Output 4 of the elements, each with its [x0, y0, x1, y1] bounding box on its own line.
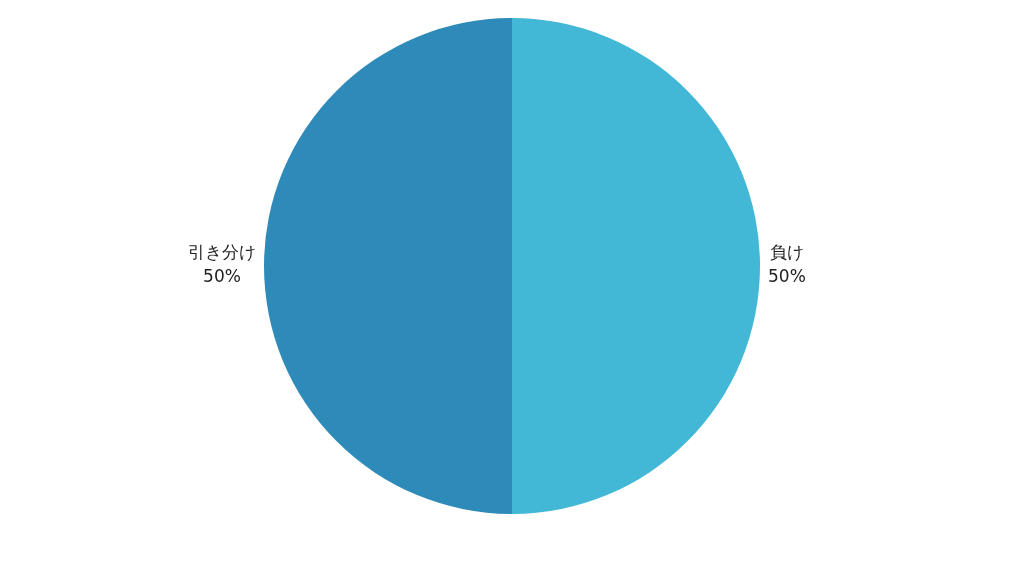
data-label: 50% [767, 266, 806, 287]
data-label: 50% [203, 266, 241, 287]
slice-label: 負け [769, 242, 804, 263]
slice-label: 引き分け [188, 242, 256, 263]
